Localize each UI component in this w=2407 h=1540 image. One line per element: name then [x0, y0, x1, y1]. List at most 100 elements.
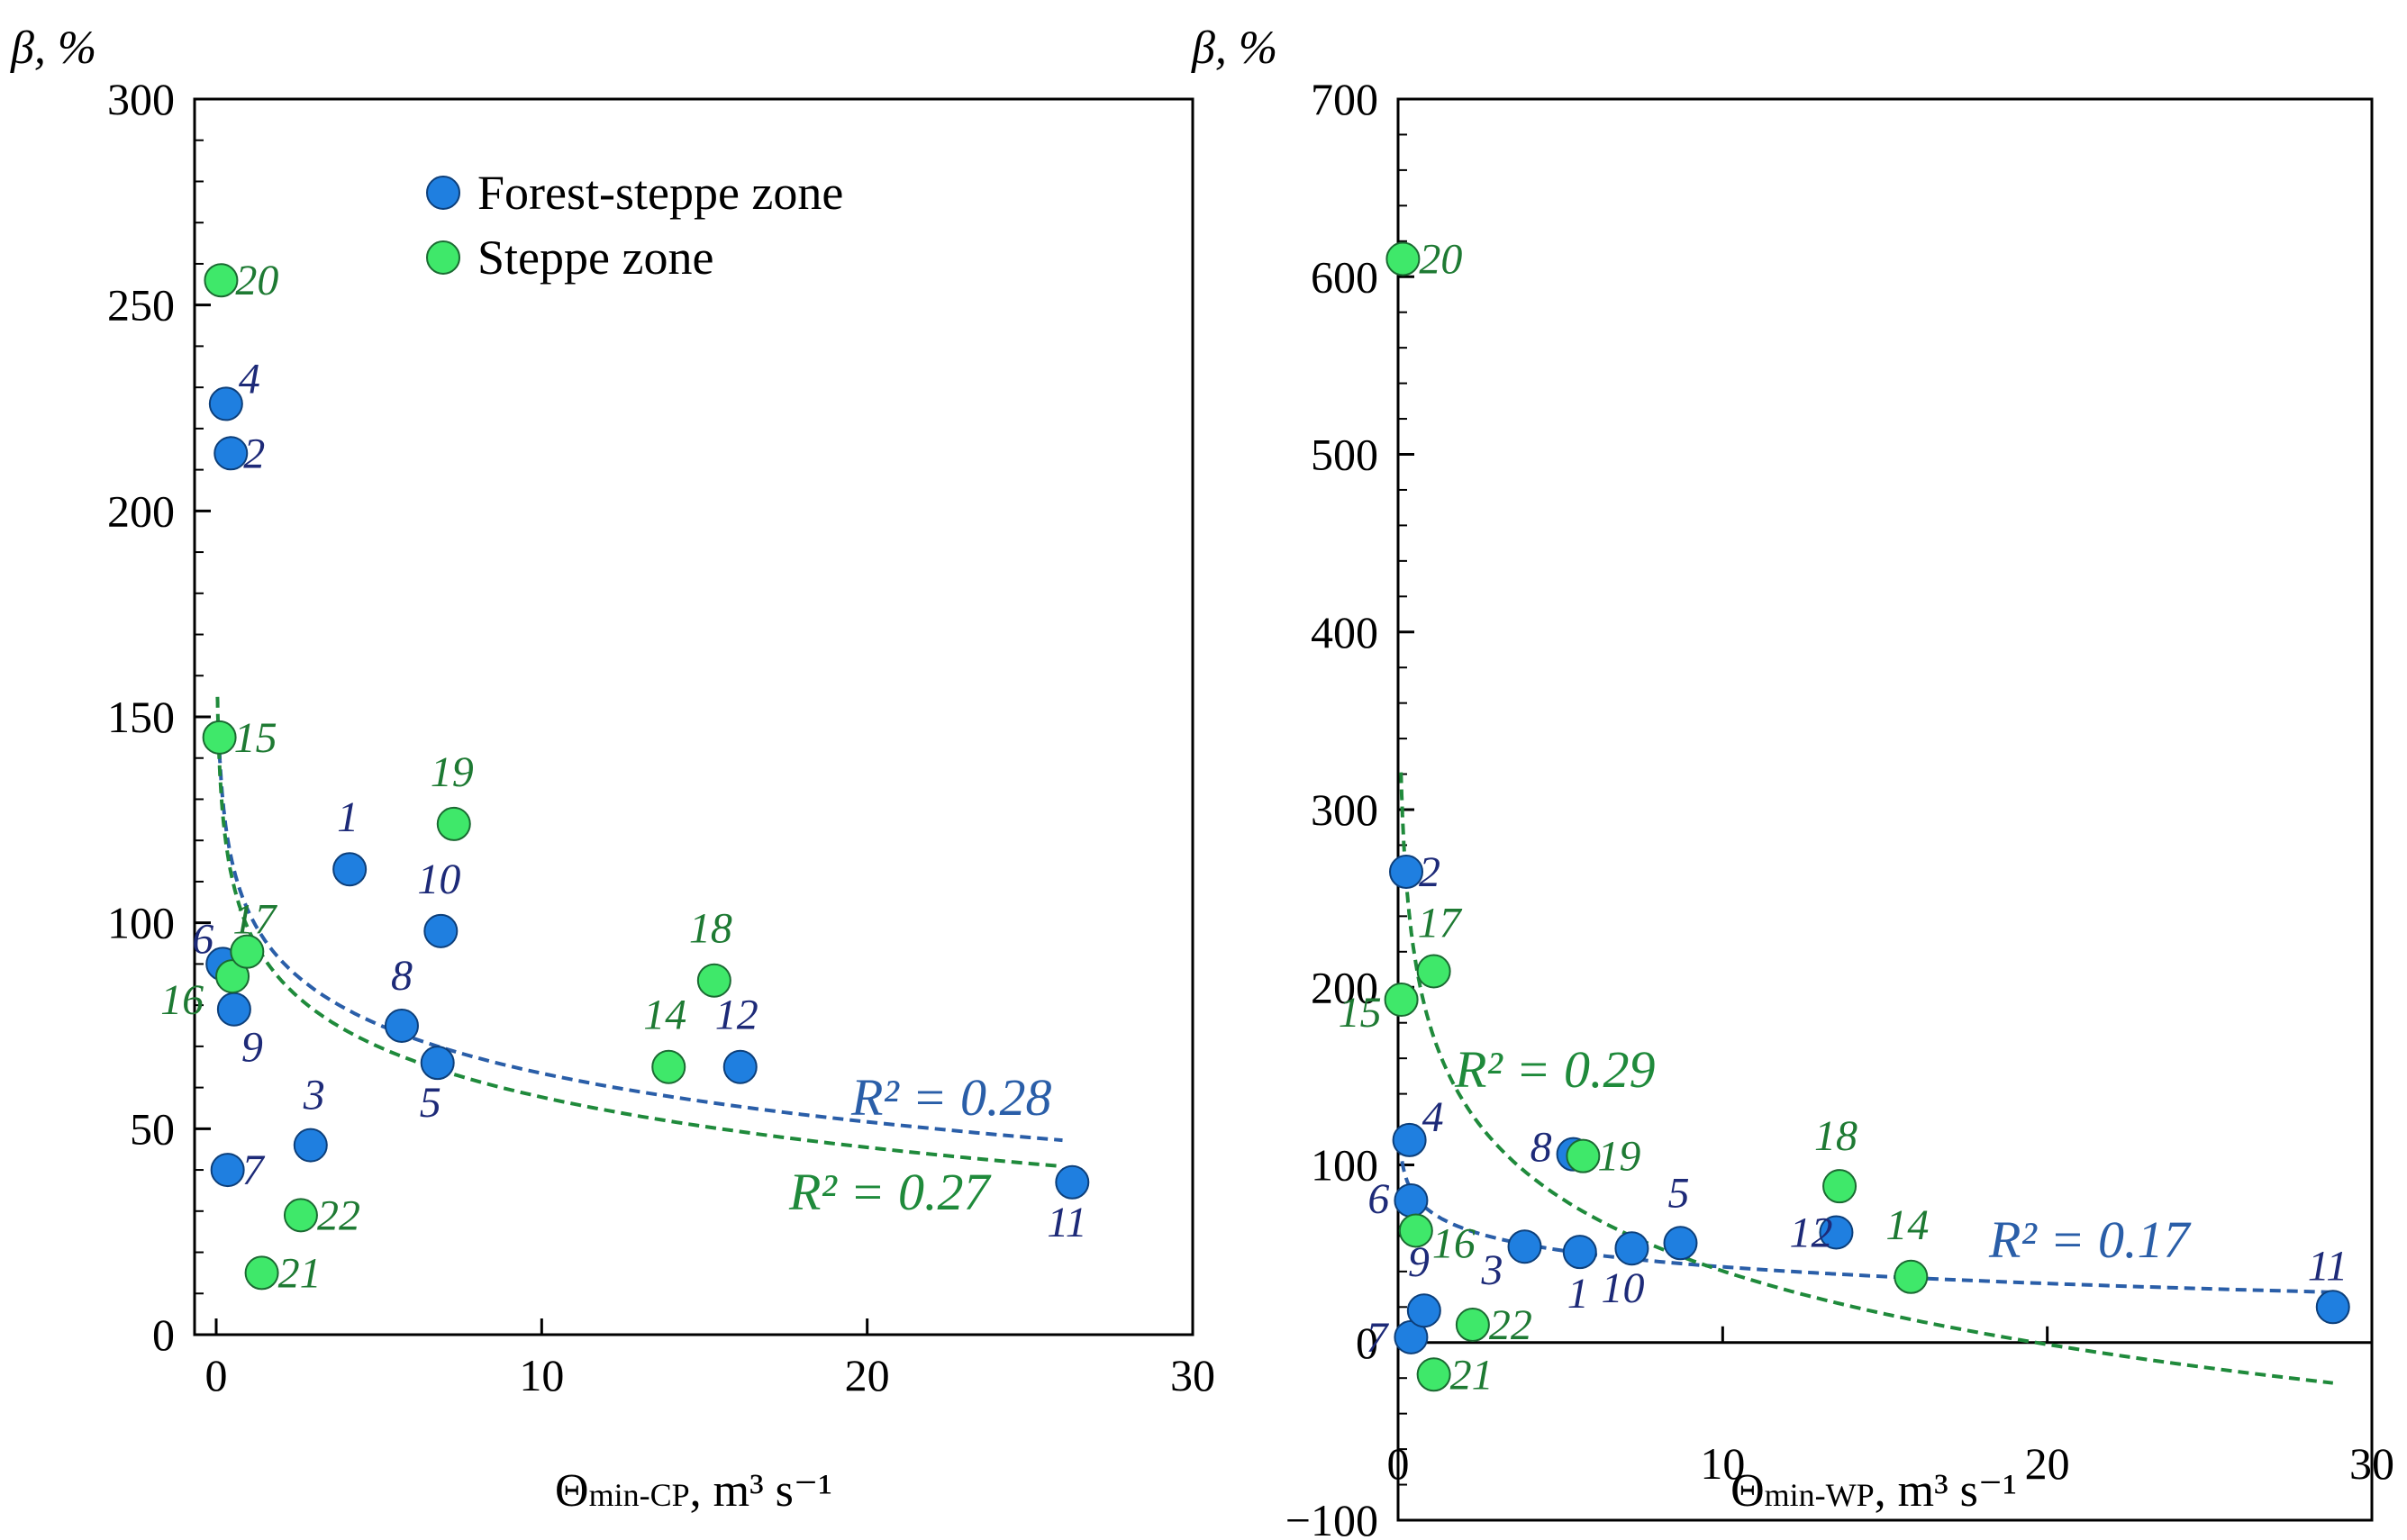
r2-label-forest: R² = 0.17: [1988, 1210, 2191, 1269]
data-point-12: [1819, 1215, 1854, 1250]
legend-marker-forest: [426, 176, 460, 210]
data-point-5: [420, 1046, 455, 1081]
y-tick-label: 300: [107, 74, 175, 124]
trendline-forest: [216, 735, 1063, 1143]
data-point-22: [283, 1198, 318, 1233]
y-tick-label: −100: [1285, 1495, 1378, 1540]
data-point-9: [1406, 1293, 1441, 1328]
data-point-7: [210, 1153, 245, 1188]
data-label-17: 17: [232, 896, 277, 944]
data-label-19: 19: [1597, 1133, 1640, 1181]
data-point-17: [1416, 954, 1451, 989]
data-label-19: 19: [431, 748, 474, 796]
trendlines: [1398, 772, 2334, 1385]
x-tick-label: 10: [519, 1350, 564, 1400]
trendline-steppe: [1399, 772, 2334, 1385]
data-label-16: 16: [160, 976, 204, 1024]
legend-label-steppe: Steppe zone: [477, 231, 713, 285]
y-axis-title: β, %: [1191, 23, 1277, 74]
data-label-1: 1: [337, 793, 359, 841]
plot-frame: [1396, 97, 2374, 1522]
data-point-18: [1822, 1169, 1857, 1204]
x-axis-title: Θmin-CP, m³ s⁻¹: [555, 1465, 832, 1517]
x-tick-label: 10: [1700, 1438, 1745, 1489]
data-point-3: [293, 1128, 328, 1163]
trendline-forest: [1398, 1144, 2333, 1294]
data-point-9: [216, 992, 251, 1027]
data-label-12: 12: [1789, 1209, 1832, 1256]
data-label-10: 10: [417, 856, 460, 903]
x-tick-label: 30: [2349, 1438, 2394, 1489]
x-tick-label: 0: [205, 1350, 228, 1400]
y-tick-label: 100: [1311, 1140, 1378, 1191]
y-tick-label: 250: [107, 280, 175, 331]
trendlines: [215, 696, 1063, 1169]
data-point-10: [1614, 1231, 1649, 1266]
data-point-14: [1894, 1259, 1929, 1294]
data-label-21: 21: [278, 1249, 322, 1297]
y-tick-label: 150: [107, 692, 175, 742]
legend-label-forest: Forest-steppe zone: [477, 166, 843, 220]
data-label-6: 6: [1367, 1175, 1389, 1223]
y-tick-label: 100: [107, 898, 175, 948]
data-point-3: [1507, 1229, 1542, 1264]
data-label-5: 5: [420, 1079, 441, 1127]
data-point-4: [208, 386, 243, 421]
data-label-18: 18: [689, 905, 732, 953]
data-label-12: 12: [715, 992, 758, 1039]
data-label-14: 14: [1885, 1201, 1929, 1249]
data-label-21: 21: [1450, 1351, 1494, 1399]
data-label-2: 2: [1419, 848, 1440, 896]
data-point-11: [1055, 1164, 1090, 1200]
data-label-4: 4: [239, 355, 260, 403]
x-tick-label: 0: [1387, 1438, 1410, 1489]
data-point-16: [1398, 1213, 1433, 1248]
y-tick-label: 700: [1311, 74, 1378, 124]
data-point-15: [202, 720, 237, 755]
data-label-18: 18: [1814, 1112, 1857, 1160]
axis-ticks: 0 50 100 150 200 250 300 0 10 20 30: [107, 74, 1215, 1400]
y-axis-title: β, %: [10, 23, 96, 74]
data-point-20: [204, 263, 239, 298]
y-tick-label: 50: [130, 1103, 175, 1154]
data-point-17: [230, 934, 265, 969]
y-tick-label: 600: [1311, 251, 1378, 302]
data-label-11: 11: [2308, 1242, 2348, 1290]
r2-label-steppe: R² = 0.27: [788, 1163, 991, 1221]
y-tick-label: 400: [1311, 607, 1378, 657]
data-point-6: [1394, 1182, 1429, 1218]
y-tick-label: 300: [1311, 784, 1378, 835]
data-label-8: 8: [391, 952, 413, 1000]
data-label-8: 8: [1530, 1124, 1552, 1172]
data-label-7: 7: [242, 1146, 266, 1194]
data-label-20: 20: [1419, 236, 1462, 284]
data-label-22: 22: [1489, 1301, 1532, 1349]
r2-label-forest: R² = 0.28: [850, 1068, 1051, 1127]
data-point-4: [1392, 1122, 1427, 1157]
data-point-10: [423, 913, 459, 948]
x-tick-label: 20: [2025, 1438, 2070, 1489]
data-label-20: 20: [235, 257, 278, 304]
legend-marker-steppe: [426, 240, 460, 275]
data-point-2: [213, 436, 249, 471]
data-point-12: [722, 1049, 758, 1084]
y-tick-label: 200: [107, 485, 175, 536]
y-tick-label: 0: [152, 1309, 175, 1360]
data-point-19: [436, 806, 471, 841]
y-tick-label: 500: [1311, 430, 1378, 480]
x-axis-title: Θmin-WP, m³ s⁻¹: [1730, 1465, 2017, 1517]
trendline-steppe: [215, 696, 1063, 1169]
r2-label-steppe: R² = 0.29: [1454, 1040, 1655, 1099]
data-point-22: [1455, 1308, 1490, 1343]
data-label-15: 15: [234, 714, 277, 762]
data-point-20: [1385, 241, 1421, 276]
data-label-10: 10: [1601, 1264, 1644, 1312]
data-label-17: 17: [1418, 899, 1463, 947]
x-tick-label: 20: [845, 1350, 890, 1400]
x-tick-label: 30: [1170, 1350, 1215, 1400]
